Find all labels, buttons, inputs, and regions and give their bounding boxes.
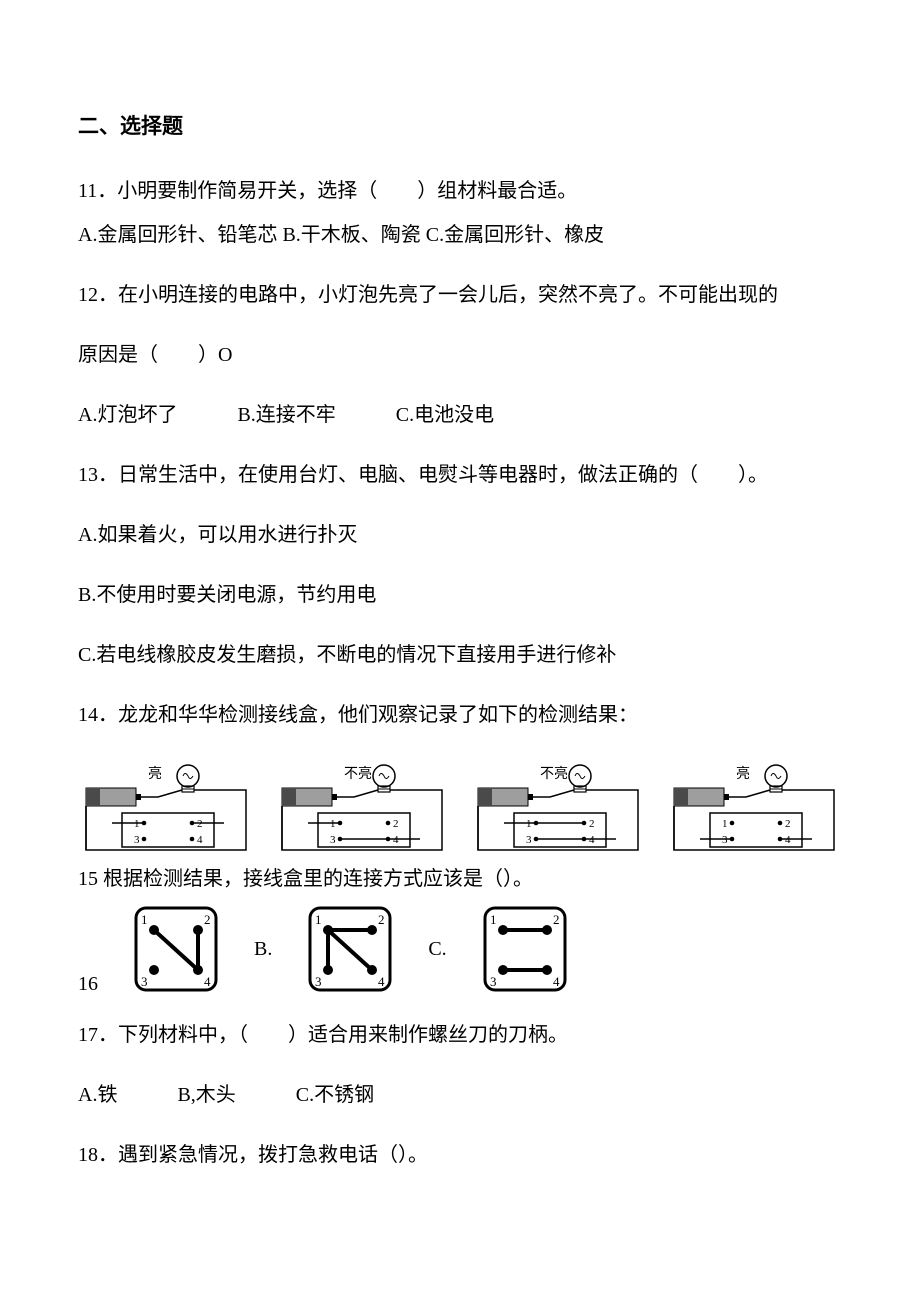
svg-text:不亮: 不亮 (344, 765, 372, 782)
svg-text:亮: 亮 (148, 765, 162, 782)
svg-text:3: 3 (315, 974, 322, 989)
svg-text:2: 2 (553, 912, 560, 927)
q15-stem: 15 根据检测结果，接线盒里的连接方式应该是（）。 (78, 862, 842, 896)
svg-text:4: 4 (589, 834, 595, 846)
q12-stem1: 12．在小明连接的电路中，小灯泡先亮了一会儿后，突然不亮了。不可能出现的 (78, 278, 842, 312)
svg-text:3: 3 (141, 974, 148, 989)
question-18: 18．遇到紧急情况，拨打急救电话（）。 (78, 1138, 842, 1172)
svg-text:1: 1 (330, 818, 336, 830)
question-12: 12．在小明连接的电路中，小灯泡先亮了一会儿后，突然不亮了。不可能出现的 (78, 278, 842, 312)
q13-optC: C.若电线橡胶皮发生磨损，不断电的情况下直接用手进行修补 (78, 638, 842, 672)
q15-labelC: C. (428, 938, 446, 961)
svg-text:1: 1 (315, 912, 322, 927)
svg-text:3: 3 (490, 974, 497, 989)
q14-stem: 14．龙龙和华华检测接线盒，他们观察记录了如下的检测结果： (78, 698, 842, 732)
q11-stem: 11．小明要制作简易开关，选择（ ）组材料最合适。 (78, 174, 842, 208)
svg-text:4: 4 (393, 834, 399, 846)
svg-text:4: 4 (197, 834, 203, 846)
circuit-3: 不亮 1 2 3 4 (470, 758, 646, 858)
q13-optB: B.不使用时要关闭电源，节约用电 (78, 578, 842, 612)
svg-text:2: 2 (589, 818, 595, 830)
q17-optB: B,木头 (177, 1078, 235, 1112)
section-heading: 二、选择题 (78, 110, 842, 140)
q17-optC: C.不锈钢 (296, 1078, 374, 1112)
svg-text:1: 1 (722, 818, 728, 830)
q11-options: A.金属回形针、铅笔芯 B.干木板、陶瓷 C.金属回形针、橡皮 (78, 218, 842, 252)
svg-text:3: 3 (330, 834, 336, 846)
q17-stem: 17．下列材料中，（ ）适合用来制作螺丝刀的刀柄。 (78, 1018, 842, 1052)
q15-boxA: 1 2 3 4 (126, 902, 226, 996)
circuit-4: 亮 1 2 3 4 (666, 758, 842, 858)
svg-text:2: 2 (785, 818, 791, 830)
circuit-2: 不亮 1 2 3 4 (274, 758, 450, 858)
q18-stem: 18．遇到紧急情况，拨打急救电话（）。 (78, 1138, 842, 1172)
circuit-1: 亮 1 2 3 4 (78, 758, 254, 858)
q12-stem2: 原因是（ ）O (78, 338, 842, 372)
q17-optA: A.铁 (78, 1078, 117, 1112)
svg-text:3: 3 (526, 834, 532, 846)
svg-text:不亮: 不亮 (540, 765, 568, 782)
svg-text:1: 1 (526, 818, 532, 830)
q17-options: A.铁 B,木头 C.不锈钢 (78, 1078, 842, 1112)
svg-text:4: 4 (553, 974, 560, 989)
svg-text:亮: 亮 (736, 765, 750, 782)
q14-circuits: 亮 1 2 3 4 不亮 1 2 3 4 不亮 1 2 3 4 亮 1 2 3 4 (78, 758, 842, 858)
q12-stem2-wrap: 原因是（ ）O (78, 338, 842, 372)
svg-text:4: 4 (378, 974, 385, 989)
question-13: 13．日常生活中，在使用台灯、电脑、电熨斗等电器时，做法正确的（ ）。 (78, 458, 842, 492)
question-17: 17．下列材料中，（ ）适合用来制作螺丝刀的刀柄。 (78, 1018, 842, 1052)
svg-text:2: 2 (197, 818, 203, 830)
q13-stem: 13．日常生活中，在使用台灯、电脑、电熨斗等电器时，做法正确的（ ）。 (78, 458, 842, 492)
question-14: 14．龙龙和华华检测接线盒，他们观察记录了如下的检测结果： (78, 698, 842, 732)
svg-text:2: 2 (393, 818, 399, 830)
svg-text:1: 1 (134, 818, 140, 830)
q15-options: 16 1 2 3 4 B. 1 2 3 4 C. 1 2 3 4 (78, 902, 842, 996)
q12-optC: C.电池没电 (396, 398, 494, 432)
q13-optA: A.如果着火，可以用水进行扑灭 (78, 518, 842, 552)
svg-text:3: 3 (134, 834, 140, 846)
q15-labelB: B. (254, 938, 272, 961)
svg-text:1: 1 (141, 912, 148, 927)
q12-optA: A.灯泡坏了 (78, 398, 177, 432)
question-15: 15 根据检测结果，接线盒里的连接方式应该是（）。 (78, 862, 842, 896)
q15-boxC: 1 2 3 4 (475, 902, 575, 996)
svg-text:1: 1 (490, 912, 497, 927)
q12-options: A.灯泡坏了 B.连接不牢 C.电池没电 (78, 398, 842, 432)
question-11: 11．小明要制作简易开关，选择（ ）组材料最合适。 A.金属回形针、铅笔芯 B.… (78, 174, 842, 252)
q15-num16: 16 (78, 973, 98, 996)
q12-optB: B.连接不牢 (237, 398, 335, 432)
q15-boxB: 1 2 3 4 (300, 902, 400, 996)
svg-text:2: 2 (204, 912, 211, 927)
svg-text:3: 3 (722, 834, 728, 846)
svg-text:4: 4 (785, 834, 791, 846)
svg-text:2: 2 (378, 912, 385, 927)
svg-text:4: 4 (204, 974, 211, 989)
